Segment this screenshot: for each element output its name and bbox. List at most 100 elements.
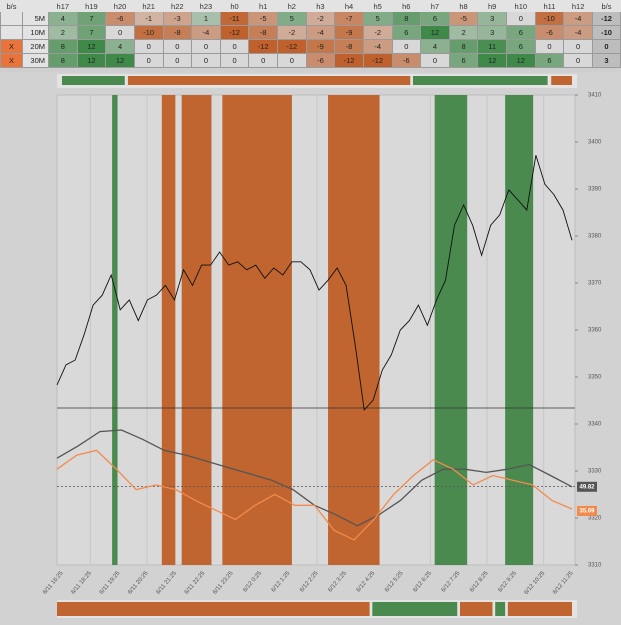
signal-cell: -2 <box>362 25 393 40</box>
signal-cell: 12 <box>506 53 536 68</box>
hour-header: h0 <box>219 0 250 12</box>
hour-header: h19 <box>76 0 107 12</box>
signal-cell: -6 <box>105 11 135 26</box>
signal-cell: -4 <box>305 25 336 40</box>
signal-cell: 0 <box>133 53 164 68</box>
strip-segment <box>57 602 370 616</box>
signal-cell: -6 <box>305 53 336 68</box>
signal-cell: 0 <box>219 53 250 68</box>
row-name: 20M <box>22 39 49 54</box>
hour-header: h21 <box>133 0 164 12</box>
total-cell: -10 <box>592 25 621 40</box>
signal-cell: 8 <box>48 53 78 68</box>
signal-band <box>328 95 380 565</box>
signal-cell: 8 <box>448 39 479 54</box>
signal-cell: 6 <box>506 25 536 40</box>
signal-cell: 1 <box>191 11 221 26</box>
signal-band <box>434 95 468 565</box>
signal-cell: -9 <box>305 39 336 54</box>
corner-header: b/s <box>0 0 23 12</box>
signal-cell: -12 <box>362 53 393 68</box>
flag-cell <box>0 11 23 26</box>
signal-band <box>161 95 176 565</box>
y-tick-label: 3390 <box>588 187 602 193</box>
signal-cell: -12 <box>277 39 307 54</box>
signal-cell: -2 <box>277 25 307 40</box>
strip-segment <box>495 602 506 616</box>
signal-cell: 0 <box>277 53 307 68</box>
signal-cell: -4 <box>563 11 593 26</box>
signal-cell: 12 <box>477 53 507 68</box>
signal-band <box>505 95 534 565</box>
signal-cell: 2 <box>48 25 78 40</box>
hour-header: h3 <box>305 0 336 12</box>
signal-cell: 12 <box>76 53 107 68</box>
signal-cell: 8 <box>391 11 422 26</box>
oscillator-line <box>56 449 573 541</box>
y-tick-label: 3340 <box>588 422 602 428</box>
blank-header <box>22 0 49 12</box>
signal-cell: -9 <box>334 25 364 40</box>
signal-cell: 12 <box>105 53 135 68</box>
signal-cell: -4 <box>563 25 593 40</box>
signal-cell: 6 <box>506 39 536 54</box>
total-cell: 0 <box>592 39 621 54</box>
signal-cell: 12 <box>420 25 450 40</box>
signal-cell: 5 <box>362 11 393 26</box>
signal-cell: 0 <box>105 25 135 40</box>
price-line <box>56 155 573 411</box>
signal-cell: -12 <box>334 53 364 68</box>
hour-header: h4 <box>334 0 364 12</box>
flag-cell <box>0 25 23 40</box>
hour-header: h1 <box>248 0 278 12</box>
signal-cell: 0 <box>133 39 164 54</box>
header-row: b/s h17 h19 h20 h21 h22 h23 h0 h1 h2 h3 h4 h5 h6 h7 h8… <box>0 0 621 12</box>
signal-cell: 0 <box>162 53 193 68</box>
signal-band <box>112 95 118 565</box>
signal-cell: 6 <box>391 25 422 40</box>
signal-table: b/s h17 h19 h20 h21 h22 h23 h0 h1 h2 h3 h4 h5 h6 h7 h8… <box>0 0 621 68</box>
total-cell: 3 <box>592 53 621 68</box>
row-name: 10M <box>22 25 49 40</box>
hour-header: h6 <box>391 0 422 12</box>
signal-cell: -12 <box>248 39 278 54</box>
flag-cell: X <box>0 39 23 54</box>
y-tick-label: 3360 <box>588 328 602 334</box>
signal-cell: 0 <box>420 53 450 68</box>
total-cell: -12 <box>592 11 621 26</box>
signal-band <box>222 95 292 565</box>
signal-cell: 0 <box>506 11 536 26</box>
table-row: 5M 4 7 -6 -1 -3 1 -11 -5 5 -2 -7 5 8 6 -5 3 0 -10 -4 -12 <box>0 11 621 26</box>
y-tick-label: 3370 <box>588 281 602 287</box>
y-tick-label: 3410 <box>588 93 602 99</box>
table-row: X 30M 8 12 12 0 0 0 0 0 0 -6 -12 -12 -6 0 6 12 12 6 0 3 <box>0 53 621 68</box>
signal-cell: -1 <box>133 11 164 26</box>
signal-cell: 0 <box>248 53 278 68</box>
signal-cell: 7 <box>76 25 107 40</box>
signal-cell: 0 <box>563 39 593 54</box>
hour-header: h10 <box>506 0 536 12</box>
signal-cell: -4 <box>191 25 221 40</box>
table-row: 10M 2 7 0 -10 -8 -4 -12 -8 -2 -4 -9 -2 6 12 2 3 6 -6 -4 -10 <box>0 25 621 40</box>
signal-cell: -11 <box>219 11 250 26</box>
strip-segment <box>459 602 493 616</box>
signal-cell: -2 <box>305 11 336 26</box>
signal-cell: 2 <box>448 25 479 40</box>
strip-segment <box>507 602 572 616</box>
last-value-label: 35.69 <box>579 509 595 515</box>
y-tick-label: 3320 <box>588 516 602 522</box>
last-value-box <box>577 505 597 516</box>
hour-header: h11 <box>534 0 565 12</box>
signal-cell: 0 <box>162 39 193 54</box>
signal-cell: 0 <box>219 39 250 54</box>
signal-cell: -5 <box>248 11 278 26</box>
total-header: b/s <box>592 0 621 12</box>
y-tick-label: 3310 <box>588 563 602 569</box>
table-row: X 20M 8 12 4 0 0 0 0 -12 -12 -9 -8 -4 0 4 8 11 6 0 0 0 <box>0 39 621 54</box>
signal-cell: -7 <box>334 11 364 26</box>
signal-cell: 0 <box>534 39 565 54</box>
signal-cell: -8 <box>248 25 278 40</box>
plot-area <box>56 94 576 566</box>
signal-cell: 4 <box>420 39 450 54</box>
